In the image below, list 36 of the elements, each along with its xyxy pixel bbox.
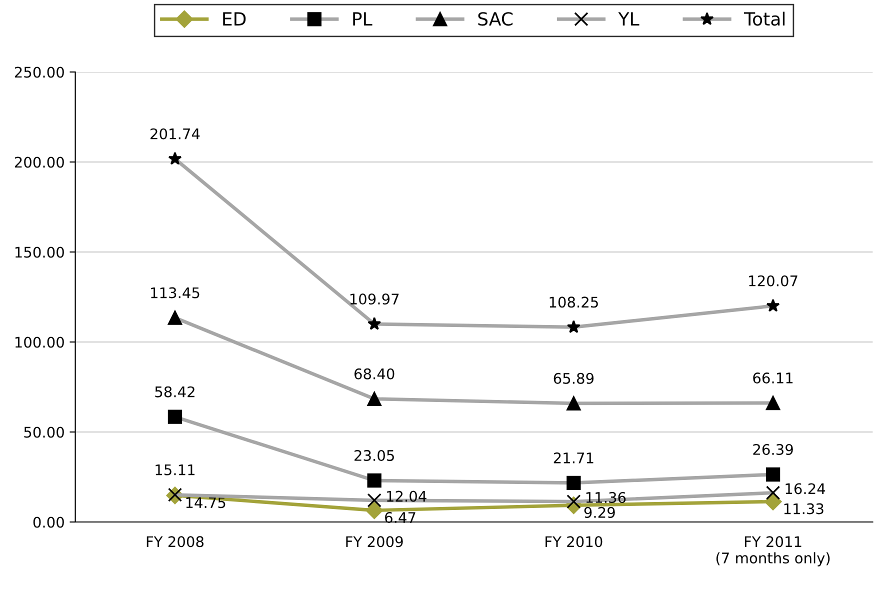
data-label: 23.05 bbox=[354, 450, 394, 462]
y-tick-label: 150.00 bbox=[15, 246, 64, 258]
y-tick-label: 200.00 bbox=[14, 156, 64, 168]
data-label: 68.40 bbox=[354, 368, 394, 380]
data-label: 11.36 bbox=[586, 492, 626, 504]
data-label: 120.07 bbox=[749, 275, 798, 286]
y-tick-label: 0.00 bbox=[33, 516, 64, 528]
data-label: 65.89 bbox=[554, 372, 594, 384]
legend-label: YL bbox=[618, 12, 640, 26]
data-label: 21.71 bbox=[554, 452, 594, 464]
data-label: 16.24 bbox=[786, 483, 826, 494]
x-tick-label: FY 2011 (7 months only) bbox=[716, 536, 830, 566]
data-label: 66.11 bbox=[753, 372, 793, 384]
y-tick-label: 50.00 bbox=[24, 426, 64, 438]
data-label: 109.97 bbox=[350, 294, 399, 305]
data-label: 12.04 bbox=[387, 490, 426, 502]
data-label: 15.11 bbox=[156, 464, 195, 476]
y-tick-label: 250.00 bbox=[14, 66, 64, 78]
legend-label: ED bbox=[223, 12, 246, 26]
x-tick-label: FY 2008 bbox=[146, 536, 204, 548]
data-label: 113.45 bbox=[151, 287, 200, 298]
legend-label: PL bbox=[353, 12, 372, 26]
y-tick-label: 100.00 bbox=[15, 336, 64, 348]
x-tick-label: FY 2009 bbox=[346, 536, 403, 548]
data-label: 26.39 bbox=[753, 444, 793, 456]
point bbox=[764, 492, 782, 510]
point bbox=[366, 502, 384, 520]
legend-label: SAC bbox=[478, 12, 513, 26]
data-label: 11.33 bbox=[784, 503, 824, 514]
x-tick-label: FY 2010 bbox=[546, 536, 602, 548]
data-label: 9.29 bbox=[584, 506, 615, 518]
data-label: 14.75 bbox=[186, 497, 226, 508]
data-label: 58.42 bbox=[155, 386, 194, 398]
data-label: 201.74 bbox=[150, 128, 200, 140]
data-label: 108.25 bbox=[550, 296, 598, 308]
legend-label: Total bbox=[744, 12, 785, 26]
